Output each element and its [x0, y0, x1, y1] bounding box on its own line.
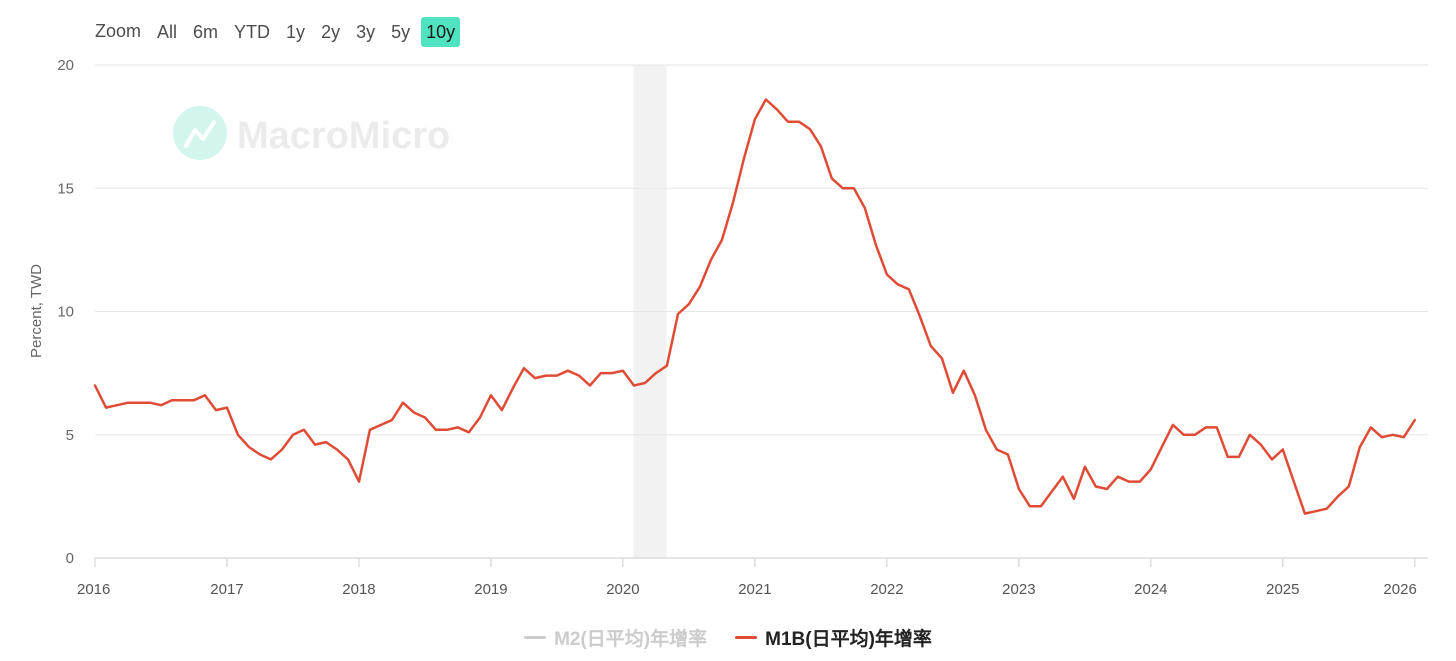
watermark: MacroMicro: [173, 106, 450, 160]
x-tick-label-2026: 2026: [1383, 581, 1416, 598]
x-tick-label-2024: 2024: [1134, 581, 1167, 598]
zoom-label: Zoom: [95, 21, 142, 41]
series-layer: [93, 98, 1417, 515]
y-tick-label-0: 0: [66, 550, 74, 567]
zoom-1y-button[interactable]: 1y: [286, 21, 306, 42]
series-line-m1b: [93, 98, 1417, 515]
x-tick-label-2025: 2025: [1266, 581, 1299, 598]
zoom-ytd-button[interactable]: YTD: [234, 21, 271, 42]
watermark-text: MacroMicro: [237, 115, 450, 157]
y-tick-label-20: 20: [57, 57, 74, 74]
zoom-bar: Zoom All 6m YTD 1y 2y 3y 5y 10y: [88, 16, 463, 47]
x-tick-label-2018: 2018: [342, 581, 375, 598]
axis-layer: 0 5 10 15 20 2016 2017 2018 2019 2020 2021 2022 2023…: [57, 57, 1428, 598]
x-tick-label-2021: 2021: [738, 581, 771, 598]
logo-trend-line: [184, 120, 216, 148]
legend-item-m1b[interactable]: M1B(日平均)年增率: [735, 624, 932, 651]
legend-swatch-m1b: [735, 636, 758, 639]
macromicro-logo-icon: [173, 106, 227, 160]
y-tick-label-15: 15: [57, 180, 74, 197]
x-tick-label-2022: 2022: [870, 581, 903, 598]
x-tick-label-2020: 2020: [606, 581, 639, 598]
zoom-6m-button[interactable]: 6m: [193, 21, 219, 42]
x-tick-label-2019: 2019: [474, 581, 507, 598]
zoom-3y-button[interactable]: 3y: [356, 21, 376, 42]
legend-item-m2[interactable]: M2(日平均)年增率: [524, 624, 707, 651]
y-tick-label-5: 5: [66, 427, 74, 444]
legend-label-m1b: M1B(日平均)年增率: [765, 629, 932, 650]
x-tick-label-2017: 2017: [210, 581, 243, 598]
x-tick-label-2016: 2016: [77, 581, 110, 598]
x-tick-label-2023: 2023: [1002, 581, 1035, 598]
zoom-10y-button[interactable]: 10y: [421, 16, 461, 47]
legend-swatch-m2: [524, 636, 547, 639]
y-tick-label-10: 10: [57, 304, 74, 321]
zoom-all-button[interactable]: All: [157, 21, 178, 42]
legend-label-m2: M2(日平均)年增率: [554, 629, 708, 650]
zoom-5y-button[interactable]: 5y: [391, 21, 411, 42]
y-axis-title: Percent, TWD: [28, 264, 45, 358]
grid-layer: [95, 64, 1428, 436]
legend: M2(日平均)年增率 M1B(日平均)年增率: [0, 624, 1456, 651]
zoom-2y-button[interactable]: 2y: [321, 21, 341, 42]
